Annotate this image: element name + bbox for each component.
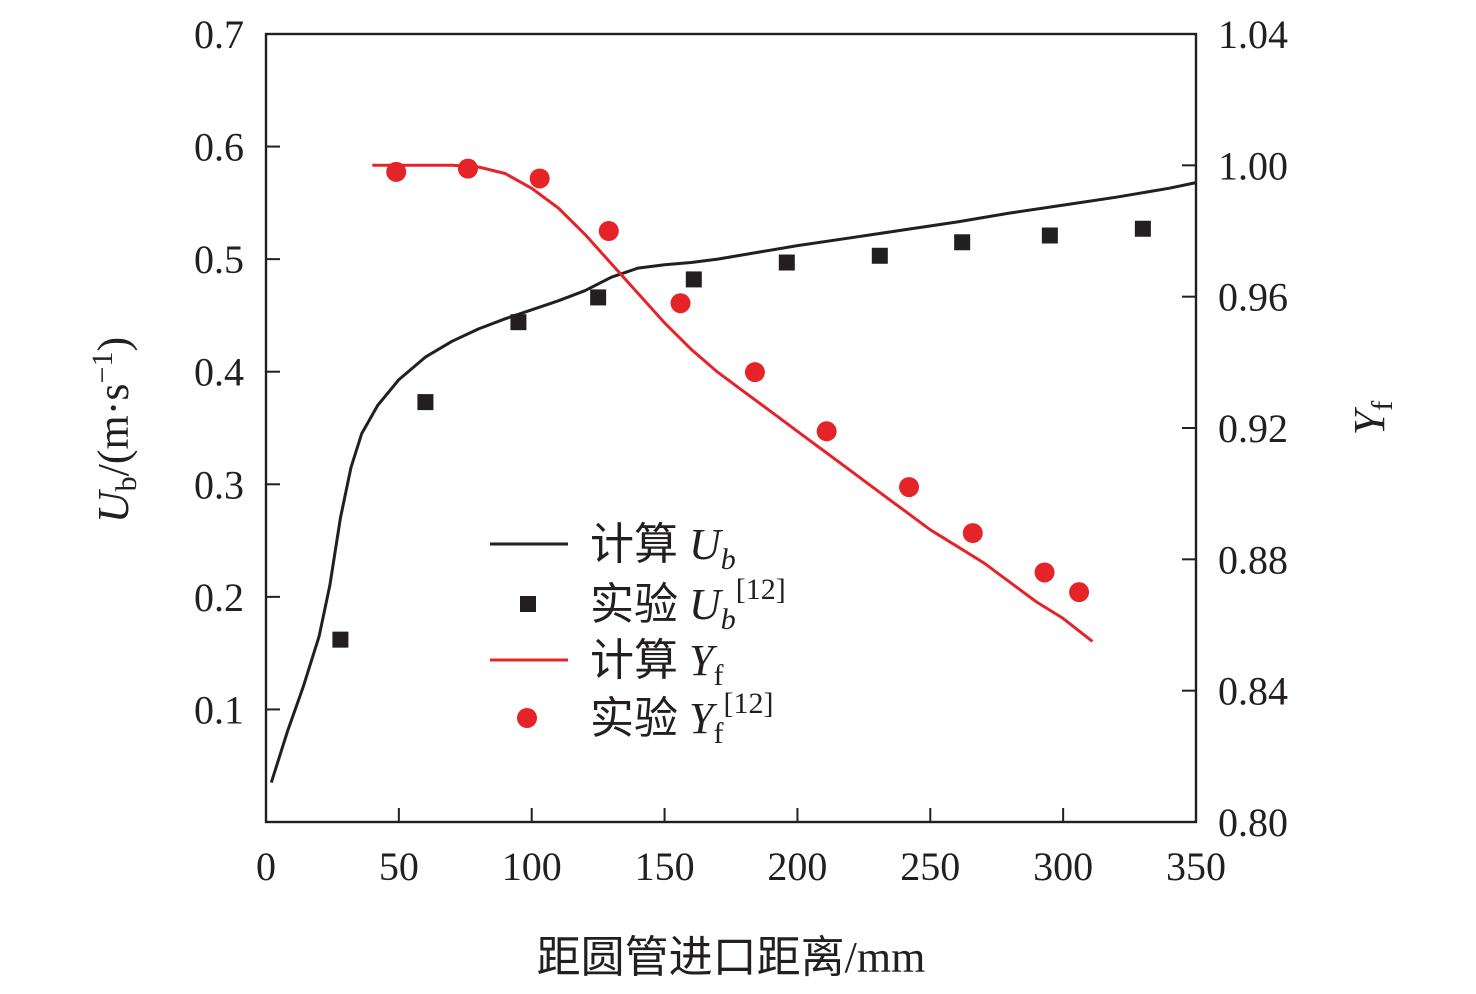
- y-right-tick-label-0.80: 0.80: [1218, 800, 1288, 845]
- legend-label-text-3: 计算: [590, 636, 689, 685]
- legend-circle-swatch-4: [517, 708, 537, 728]
- y-left-sup: −1: [86, 352, 119, 384]
- series-2: [332, 220, 1151, 648]
- legend-item-2: 实验 Ub[12]: [520, 573, 786, 636]
- series-4-point-3: [529, 168, 550, 189]
- series-2-point-4: [590, 289, 607, 306]
- y-left-close: ): [89, 337, 138, 352]
- y-left-unit: /(m·s: [89, 383, 138, 476]
- series-4-point-7: [816, 421, 837, 442]
- y-left-tick-label-0.2: 0.2: [194, 575, 244, 620]
- series-2-point-6: [778, 254, 795, 271]
- series-4-point-6: [744, 362, 765, 383]
- legend-label-2: 实验 Ub[12]: [590, 573, 786, 636]
- series-2-point-3: [510, 314, 527, 331]
- legend-var-4: Y: [689, 694, 718, 743]
- y-right-tick-label-0.92: 0.92: [1218, 406, 1288, 451]
- x-tick-label-0: 0: [256, 844, 276, 889]
- y-axis-right-title: Yf: [1345, 401, 1399, 435]
- legend-var-1: U: [689, 520, 724, 569]
- legend-label-4: 实验 Yf[12]: [590, 687, 773, 750]
- y-left-var: U: [89, 488, 138, 523]
- legend-label-text-2: 实验: [590, 580, 689, 629]
- y-left-tick-label-0.4: 0.4: [194, 350, 244, 395]
- x-tick-label-300: 300: [1033, 844, 1093, 889]
- series-4-point-5: [670, 293, 691, 314]
- x-tick-label-350: 350: [1166, 844, 1226, 889]
- y-left-tick-label-0.1: 0.1: [194, 687, 244, 732]
- legend-label-text-4: 实验: [590, 694, 689, 743]
- y-left-tick-label-0.6: 0.6: [194, 125, 244, 170]
- series-1-line: [269, 181, 1197, 784]
- series-2-point-2: [417, 394, 434, 411]
- y-right-var: Y: [1345, 406, 1394, 435]
- series-4-point-2: [457, 158, 478, 179]
- legend-sub-4: f: [713, 717, 723, 750]
- series-2-point-1: [332, 631, 349, 648]
- series-3: [372, 163, 1094, 643]
- series-layer: [269, 158, 1197, 784]
- series-2-point-8: [954, 234, 971, 251]
- series-2-point-5: [685, 271, 702, 288]
- y-axis-left-title: Ub/(m·s−1): [86, 337, 143, 523]
- series-4-point-11: [1069, 582, 1090, 603]
- series-2-point-10: [1134, 220, 1151, 237]
- x-tick-label-150: 150: [635, 844, 695, 889]
- y-right-tick-label-0.96: 0.96: [1218, 275, 1288, 320]
- x-tick-label-50: 50: [379, 844, 419, 889]
- legend-label-text-1: 计算: [590, 520, 689, 569]
- y-left-tick-label-0.3: 0.3: [194, 462, 244, 507]
- series-4-point-9: [962, 523, 983, 544]
- series-1: [269, 181, 1197, 784]
- y-right-tick-label-1.04: 1.04: [1218, 12, 1288, 57]
- legend-var-3: Y: [689, 636, 718, 685]
- y-left-tick-label-0.7: 0.7: [194, 12, 244, 57]
- legend-item-1: 计算 Ub: [490, 520, 736, 576]
- legend-item-3: 计算 Yf: [490, 636, 723, 692]
- series-4-point-1: [386, 161, 407, 182]
- y-left-tick-label-0.5: 0.5: [194, 237, 244, 282]
- series-4-point-10: [1034, 562, 1055, 583]
- legend-label-1: 计算 Ub: [590, 520, 736, 576]
- series-4: [386, 158, 1090, 603]
- x-tick-label-250: 250: [900, 844, 960, 889]
- legend-item-4: 实验 Yf[12]: [517, 687, 773, 750]
- series-2-point-7: [871, 247, 888, 264]
- legend-ref-2: [12]: [736, 573, 786, 606]
- legend-square-swatch-2: [520, 596, 536, 612]
- y-left-sub: b: [110, 476, 143, 491]
- legend-var-2: U: [689, 580, 724, 629]
- y-right-tick-label-0.88: 0.88: [1218, 537, 1288, 582]
- axis-ticks: 0 50 100 150 200 250 300 350 0.1 0.2 0.3 0.4 0.5 0.6 0…: [194, 12, 1288, 889]
- legend-ref-4: [12]: [723, 687, 773, 720]
- series-4-point-4: [598, 221, 619, 241]
- y-right-sub: f: [1366, 401, 1399, 411]
- y-right-tick-label-1.00: 1.00: [1218, 143, 1288, 188]
- series-4-point-8: [899, 477, 920, 498]
- legend-label-3: 计算 Yf: [590, 636, 723, 692]
- legend-sub-3: f: [713, 659, 723, 692]
- x-tick-label-100: 100: [502, 844, 562, 889]
- legend-sub-1: b: [721, 543, 736, 576]
- y-right-tick-label-0.84: 0.84: [1218, 669, 1288, 714]
- x-tick-label-200: 200: [767, 844, 827, 889]
- series-2-point-9: [1041, 227, 1058, 244]
- series-3-line: [372, 163, 1094, 643]
- legend-sub-2: b: [721, 603, 736, 636]
- x-axis-title: 距圆管进口距离/mm: [537, 933, 926, 982]
